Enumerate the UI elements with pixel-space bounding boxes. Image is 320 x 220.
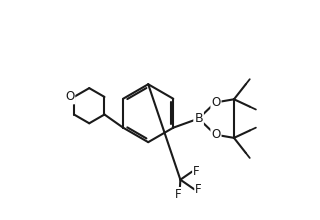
Text: B: B	[194, 112, 203, 125]
Text: F: F	[193, 165, 199, 178]
Text: O: O	[65, 90, 74, 103]
Text: O: O	[211, 96, 220, 109]
Text: F: F	[195, 183, 202, 196]
Text: O: O	[211, 128, 220, 141]
Text: F: F	[175, 188, 181, 201]
